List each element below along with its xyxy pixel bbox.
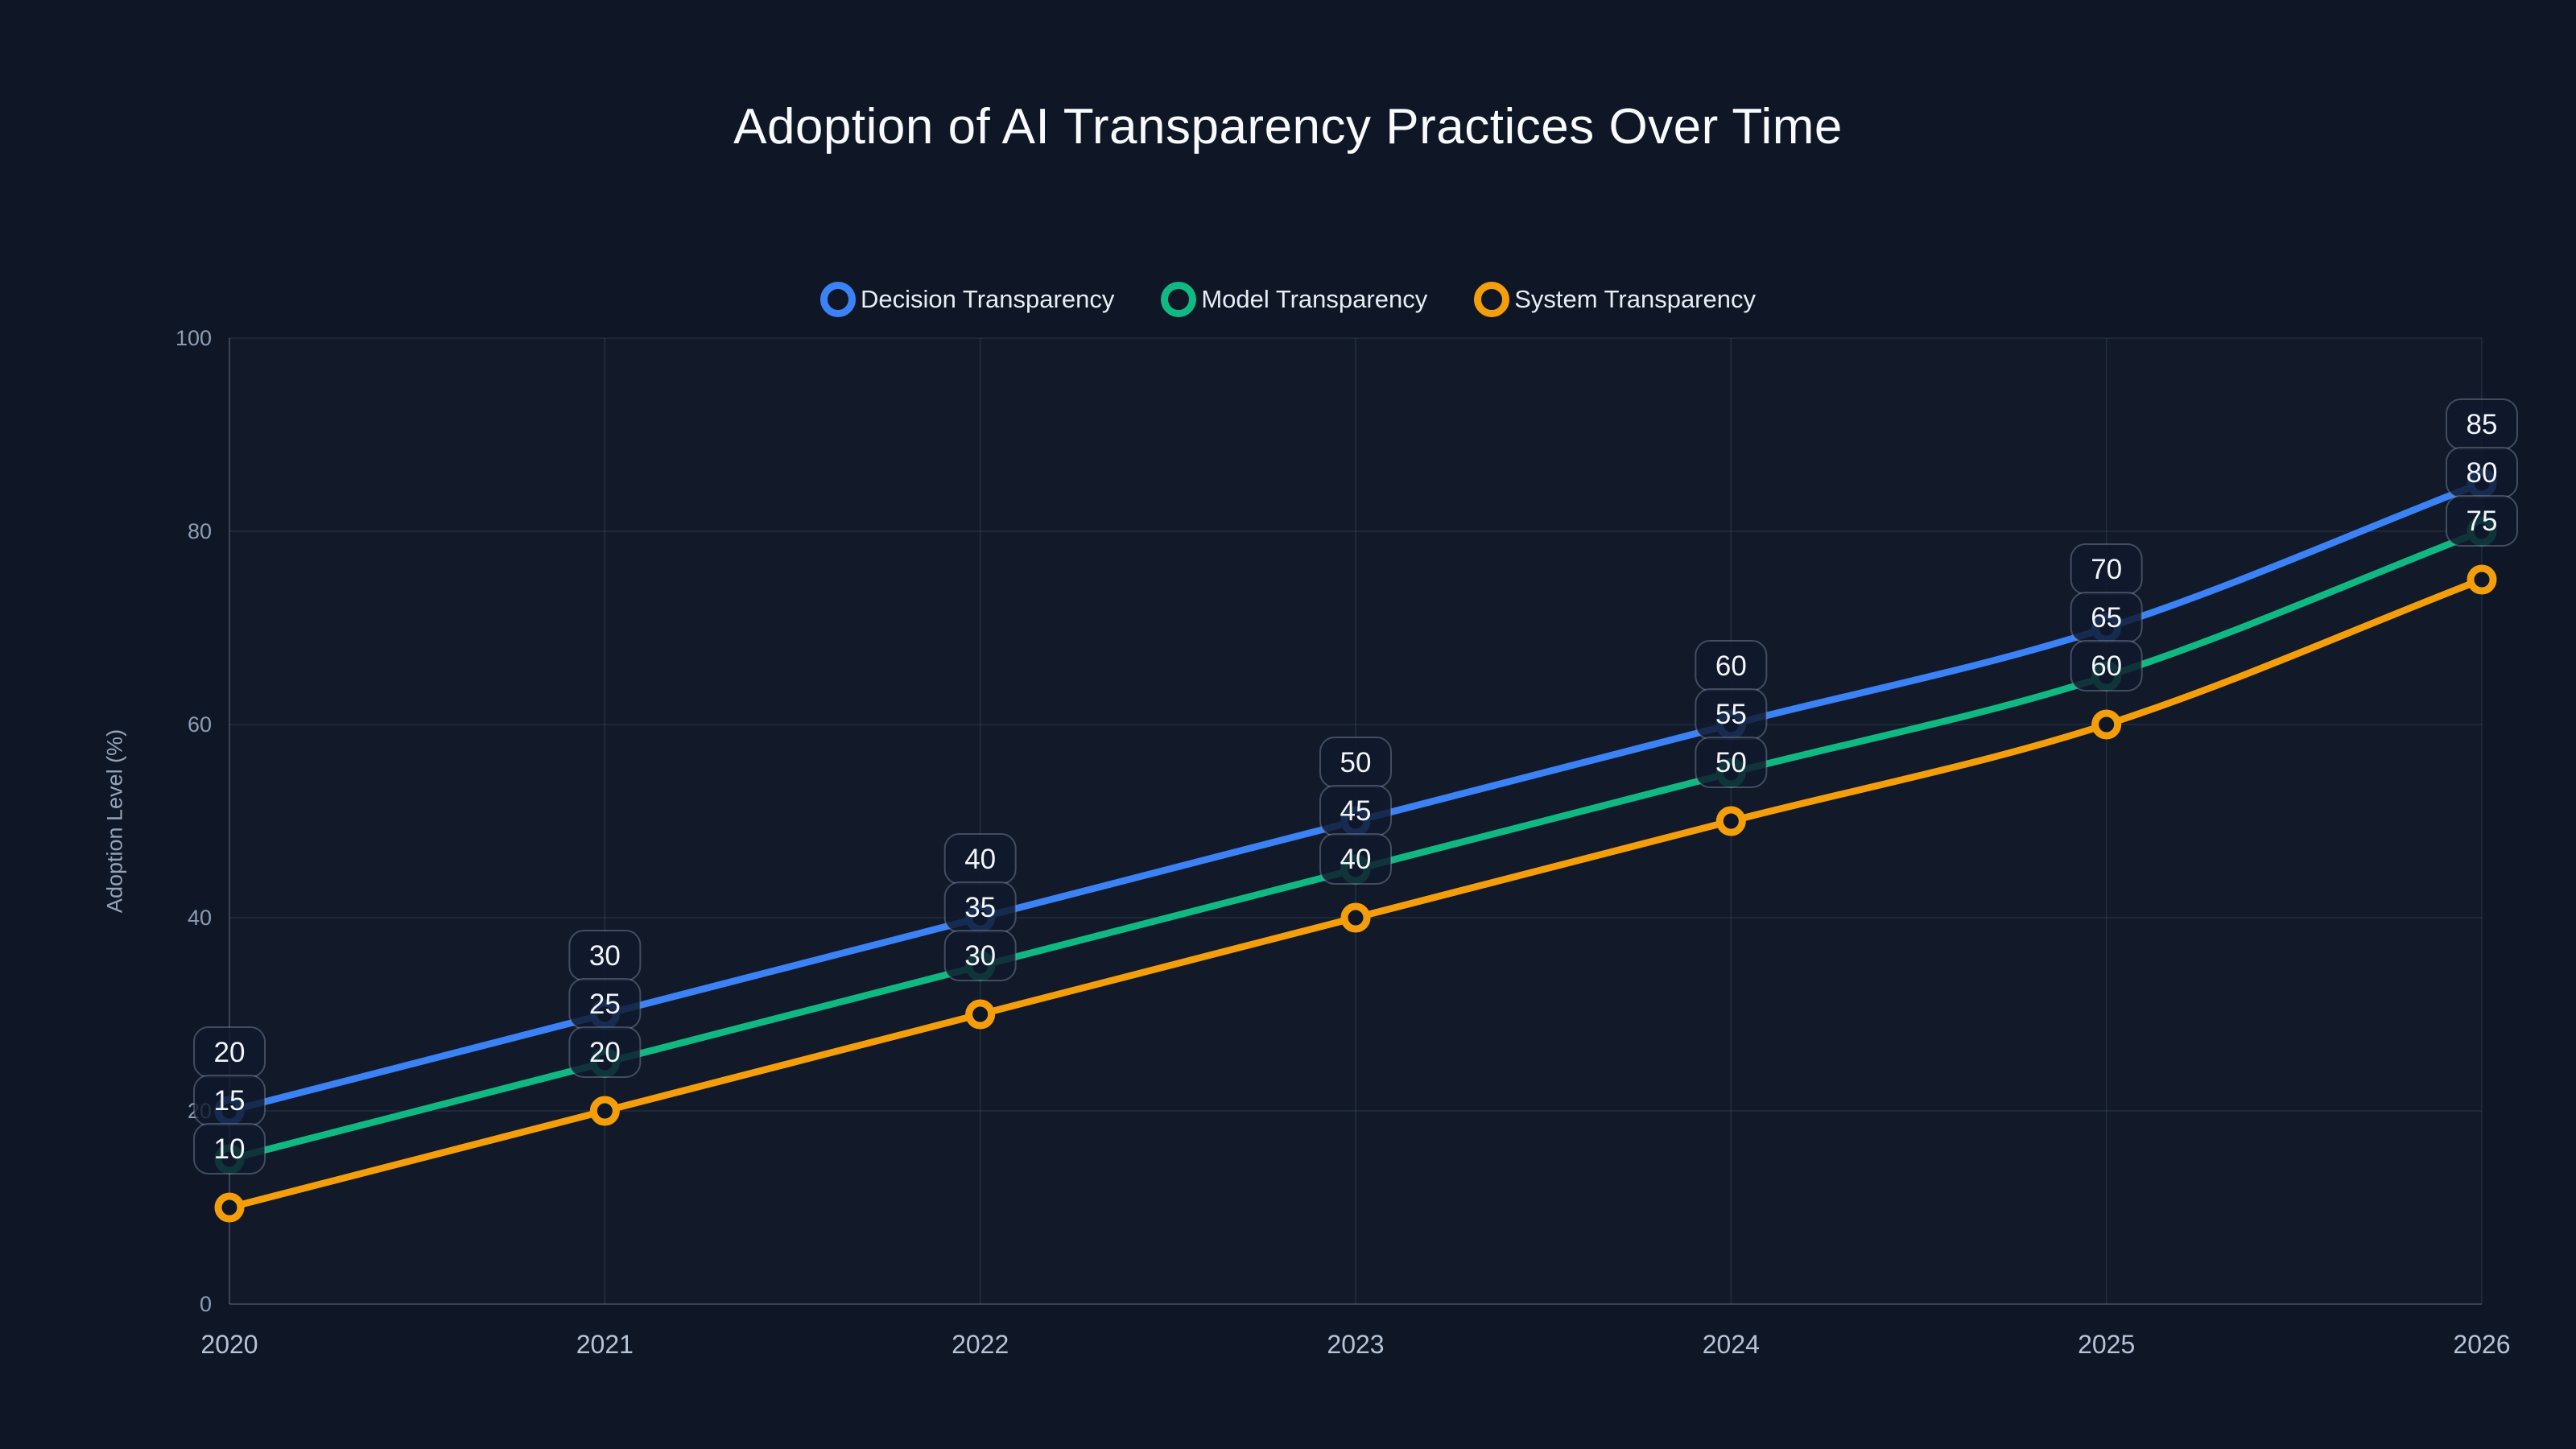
point-label-text: 70	[2091, 554, 2122, 585]
chart-title: Adoption of AI Transparency Practices Ov…	[733, 99, 1843, 155]
data-point-marker[interactable]	[965, 999, 996, 1030]
point-label-text: 10	[214, 1133, 246, 1165]
point-label-text: 40	[1340, 844, 1372, 875]
point-label-text: 55	[1715, 699, 1747, 730]
point-label-text: 60	[1715, 650, 1747, 682]
data-point-marker[interactable]	[589, 1096, 620, 1126]
point-label-text: 85	[2467, 409, 2498, 440]
x-tick-label: 2022	[952, 1330, 1009, 1359]
data-point-marker[interactable]	[2467, 564, 2497, 595]
data-point-marker[interactable]	[214, 1192, 245, 1223]
point-label-text: 50	[1340, 747, 1372, 778]
point-label-text: 20	[214, 1037, 246, 1068]
x-tick-label: 2024	[1703, 1330, 1760, 1359]
point-label-text: 60	[2091, 650, 2122, 682]
point-label-text: 50	[1715, 747, 1747, 778]
y-tick-label: 100	[175, 326, 212, 350]
point-label-text: 25	[589, 989, 621, 1020]
y-tick-label: 0	[200, 1292, 212, 1316]
data-point-marker[interactable]	[1340, 902, 1371, 933]
point-label-text: 30	[964, 940, 996, 972]
point-label-box	[2070, 640, 2143, 691]
legend-item-label: Model Transparency	[1201, 285, 1428, 313]
point-label-text: 45	[1340, 795, 1372, 827]
point-label-box	[1695, 737, 1768, 788]
x-tick-label: 2023	[1327, 1330, 1384, 1359]
point-label-box	[1319, 833, 1392, 885]
point-label-box	[568, 1026, 642, 1078]
x-tick-label: 2025	[2078, 1330, 2135, 1359]
y-tick-label: 60	[188, 712, 212, 737]
x-tick-label: 2020	[200, 1330, 258, 1359]
y-tick-label: 80	[188, 519, 212, 543]
point-label-text: 75	[2467, 506, 2498, 537]
y-axis-title: Adoption Level (%)	[102, 729, 127, 914]
y-tick-label: 40	[188, 906, 212, 930]
legend-item-label: System Transparency	[1514, 285, 1756, 313]
point-label-box	[943, 930, 1017, 981]
legend-item-label: Decision Transparency	[861, 285, 1115, 313]
data-point-marker[interactable]	[1715, 806, 1746, 836]
point-label-text: 40	[964, 844, 996, 875]
data-point-marker[interactable]	[2091, 709, 2122, 740]
legend-item-system-transparency[interactable]: System Transparency	[1474, 282, 1756, 317]
point-label-box	[2446, 495, 2518, 547]
point-label-text: 20	[589, 1037, 621, 1068]
point-label-text: 80	[2467, 457, 2498, 489]
legend: Decision Transparency Model Transparency…	[0, 282, 2576, 317]
x-tick-label: 2026	[2453, 1330, 2510, 1359]
legend-item-decision-transparency[interactable]: Decision Transparency	[820, 282, 1114, 317]
point-label-text: 15	[214, 1085, 246, 1117]
legend-ring-icon	[820, 282, 856, 317]
point-label-box	[193, 1123, 266, 1174]
legend-ring-icon	[1161, 282, 1197, 317]
point-label-text: 35	[964, 892, 996, 923]
point-label-text: 65	[2091, 602, 2122, 634]
point-label-text: 30	[589, 940, 621, 972]
x-tick-label: 2021	[576, 1330, 634, 1359]
legend-item-model-transparency[interactable]: Model Transparency	[1161, 282, 1427, 317]
legend-ring-icon	[1474, 282, 1510, 317]
